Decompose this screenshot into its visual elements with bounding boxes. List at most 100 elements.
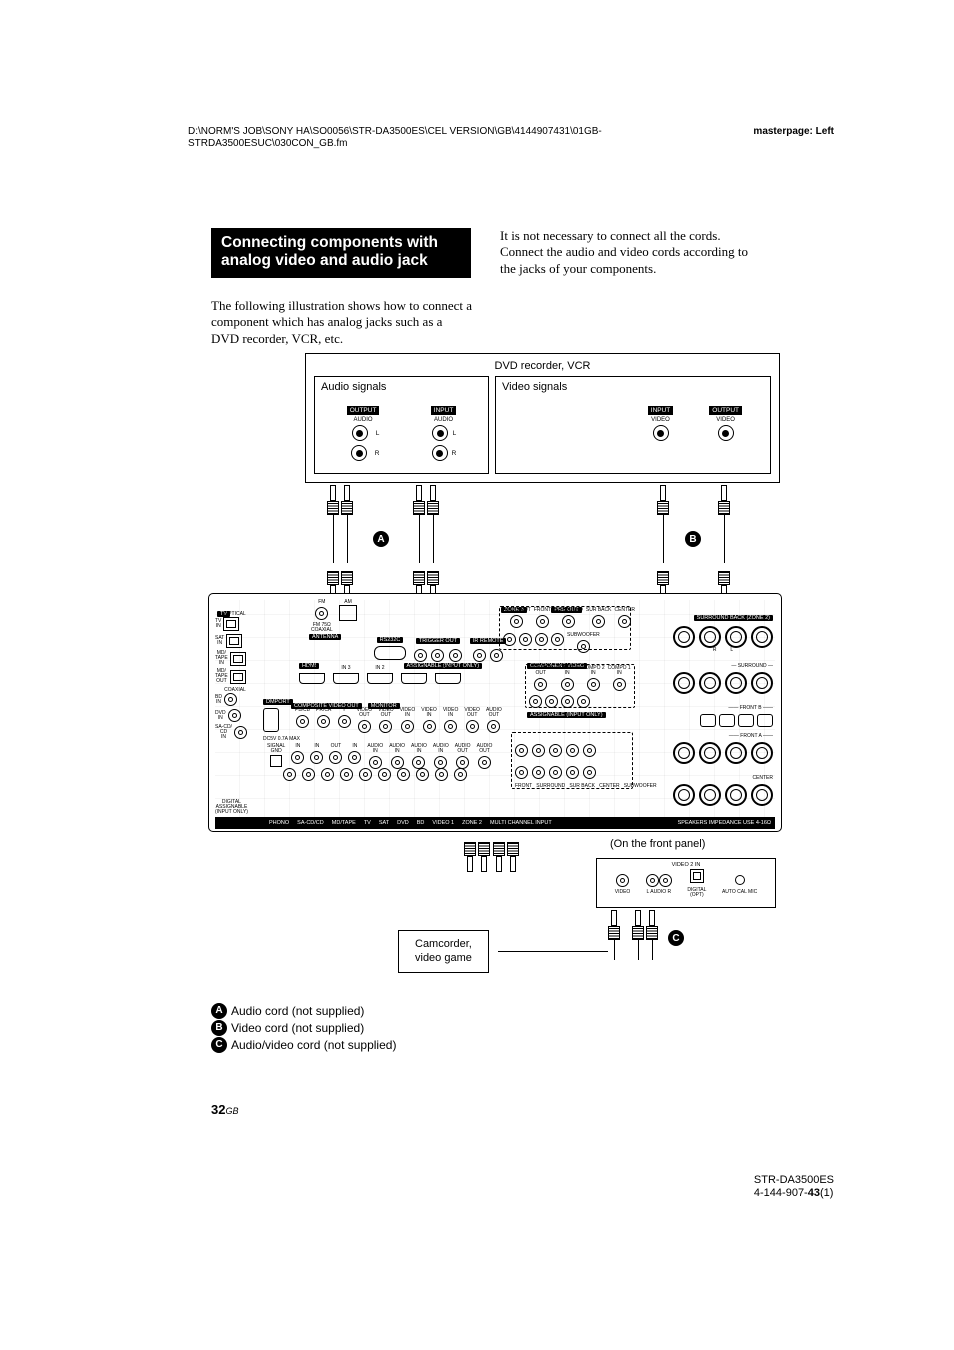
rca-jack-icon (478, 756, 491, 769)
speaker-terminal-icon (725, 672, 747, 694)
rca-jack-icon (397, 768, 410, 781)
rca-jack-icon (566, 766, 579, 779)
rca-jack-icon (515, 744, 528, 757)
rca-jack-icon (577, 695, 590, 708)
rca-jack-icon (587, 678, 600, 691)
speaker-terminal-icon (673, 742, 695, 764)
rca-jack-icon (348, 751, 361, 764)
assignable-pill-2: ASSIGNABLE (INPUT ONLY) (527, 712, 606, 718)
coax-jack-icon (228, 709, 241, 722)
antenna-jack-icon (315, 607, 328, 620)
rca-jack-icon (566, 744, 579, 757)
optical-port-icon (226, 634, 242, 648)
cable-line (724, 513, 725, 563)
rca-jack-icon (432, 445, 448, 461)
mini-jack-icon (735, 875, 745, 885)
cable-line (433, 513, 434, 563)
bottom-label-strip: PHONO SA-CD/CD MD/TAPE TV SAT DVD BD VID… (215, 817, 775, 829)
digital-assignable-label: DIGITALASSIGNABLE(INPUT ONLY) (215, 800, 248, 815)
rca-jack-icon (583, 766, 596, 779)
speaker-terminal-icon (725, 626, 747, 648)
rca-jack-icon (358, 720, 371, 733)
audio-output-block: OUTPUT AUDIO L R (347, 399, 380, 463)
input-label: INPUT (648, 406, 674, 415)
connection-diagram: DVD recorder, VCR Audio signals OUTPUT A… (208, 353, 780, 872)
rca-jack-icon (646, 874, 659, 887)
rca-jack-icon (562, 615, 575, 628)
camcorder-label-1: Camcorder, (415, 937, 472, 951)
rca-jack-icon (283, 768, 296, 781)
gnd-terminal-icon (270, 755, 282, 767)
legend-b: Video cord (not supplied) (231, 1020, 364, 1037)
rca-jack-icon (351, 445, 367, 461)
rca-jack-icon (577, 640, 590, 653)
video-input-block: INPUT VIDEO (648, 399, 674, 443)
speaker-terminal-icon (751, 626, 773, 648)
audio-signals-frame: Audio signals OUTPUT AUDIO L R INPUT AUD… (314, 376, 489, 474)
speaker-terminal-icon (699, 672, 721, 694)
rca-jack-icon (535, 633, 548, 646)
badge-b: B (211, 1020, 227, 1036)
rca-jack-icon (583, 744, 596, 757)
rca-jack-icon (503, 633, 516, 646)
speaker-terminal-icon (751, 672, 773, 694)
rca-jack-icon (532, 766, 545, 779)
heading-line2: analog video and audio jack (221, 252, 461, 270)
coax-jack-icon (234, 726, 247, 739)
page-number: 32GB (211, 1102, 238, 1117)
speaker-terminal-icon (699, 626, 721, 648)
rca-jack-icon (338, 715, 351, 728)
rca-jack-icon (296, 715, 309, 728)
intro-right: It is not necessary to connect all the c… (500, 228, 760, 277)
surround-back-pill: SURROUND BACK (ZONE 2) (694, 615, 773, 621)
rca-jack-icon (659, 874, 672, 887)
badge-b: B (685, 531, 701, 547)
badge-a: A (211, 1003, 227, 1019)
footer-model: STR-DA3500ES 4-144-907-43(1) (754, 1174, 834, 1200)
cable-line (347, 513, 348, 563)
legend-c: Audio/video cord (not supplied) (231, 1037, 396, 1054)
rca-jack-icon (618, 615, 631, 628)
speaker-terminal-icon (699, 742, 721, 764)
hdmi-port-icon (299, 673, 325, 684)
input-label: INPUT (431, 406, 457, 415)
cable-line (419, 513, 420, 563)
speaker-terminal-icon (673, 672, 695, 694)
hdmi-port-icon (367, 673, 393, 684)
heading-line1: Connecting components with (221, 234, 461, 252)
cord-legend: AAudio cord (not supplied) BVideo cord (… (211, 1003, 396, 1053)
source-device-frame: DVD recorder, VCR Audio signals OUTPUT A… (305, 353, 780, 483)
rca-jack-icon (291, 751, 304, 764)
cable-line (333, 513, 334, 563)
rca-jack-icon (329, 751, 342, 764)
source-device-label: DVD recorder, VCR (314, 360, 771, 376)
rca-jack-icon (321, 768, 334, 781)
rca-jack-icon (718, 425, 734, 441)
intro-left: The following illustration shows how to … (211, 298, 473, 347)
rca-jack-icon (416, 768, 429, 781)
l-label: L (376, 430, 380, 437)
rca-jack-icon (549, 766, 562, 779)
hdmi-port-icon (401, 673, 427, 684)
speaker-terminal-icon (699, 784, 721, 806)
camcorder-box: Camcorder, video game (398, 930, 489, 973)
rca-jack-icon (613, 678, 626, 691)
rca-jack-icon (444, 720, 457, 733)
video2in-label: VIDEO 2 IN (672, 862, 701, 868)
speaker-terminal-icon (751, 742, 773, 764)
rca-jack-icon (532, 744, 545, 757)
speaker-terminal-icon (751, 784, 773, 806)
video-label: VIDEO (709, 417, 742, 423)
plug-icon (493, 832, 505, 872)
video-signals-label: Video signals (502, 381, 764, 393)
rca-jack-icon (551, 633, 564, 646)
optical-port-icon (223, 617, 239, 631)
speaker-terminal-icon (725, 742, 747, 764)
section-heading: Connecting components with analog video … (211, 228, 471, 278)
l-label: L (453, 430, 457, 437)
rca-jack-icon (466, 720, 479, 733)
rca-jack-icon (519, 633, 532, 646)
rca-jack-icon (454, 768, 467, 781)
video-label: VIDEO (648, 417, 674, 423)
video-output-block: OUTPUT VIDEO (709, 399, 742, 443)
